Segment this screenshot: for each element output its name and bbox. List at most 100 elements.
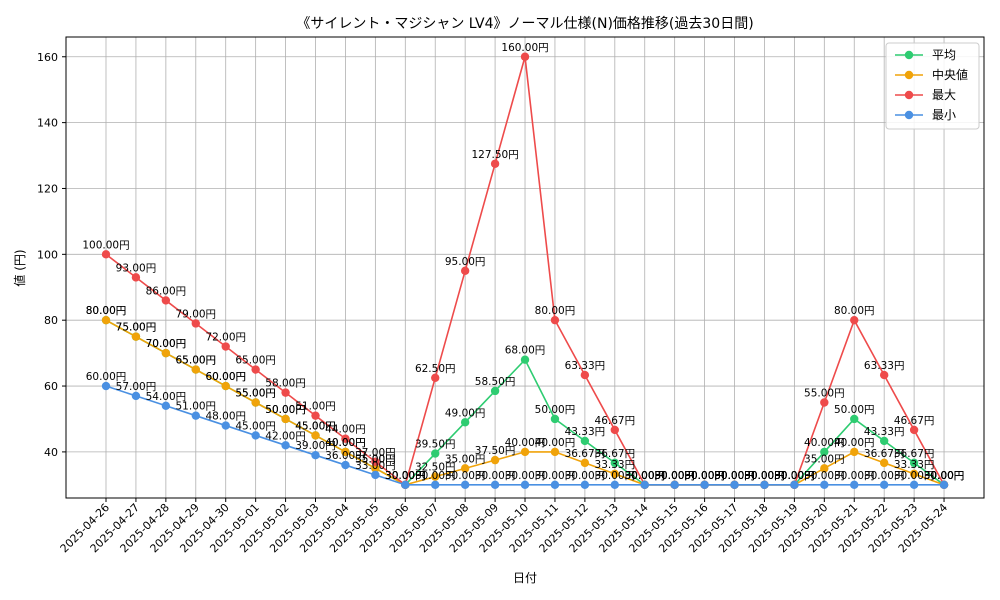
data-point xyxy=(909,480,919,490)
data-point xyxy=(131,332,141,341)
data-label: 36.00円 xyxy=(325,450,366,462)
data-point xyxy=(640,480,649,490)
data-label: 63.33円 xyxy=(565,360,606,372)
data-label: 60.00円 xyxy=(205,371,246,383)
data-label: 58.00円 xyxy=(265,378,306,390)
data-label: 127.50円 xyxy=(471,149,518,161)
y-tick-label: 120 xyxy=(37,182,58,195)
data-point xyxy=(879,480,889,490)
legend-box xyxy=(885,42,980,130)
data-point xyxy=(820,447,829,457)
data-label: 50.00円 xyxy=(265,404,306,416)
data-point xyxy=(161,348,171,358)
data-point xyxy=(101,381,111,391)
legend-marker xyxy=(904,70,914,80)
data-point xyxy=(610,425,620,435)
data-label: 30.00円 xyxy=(385,470,426,482)
data-point xyxy=(341,434,350,443)
data-point xyxy=(550,414,560,424)
data-label: 55.00円 xyxy=(235,388,276,400)
data-point xyxy=(341,447,350,457)
data-label: 30.00円 xyxy=(385,470,426,482)
data-label: 35.00円 xyxy=(445,453,486,465)
data-point xyxy=(879,458,889,468)
data-label: 72.00円 xyxy=(205,332,246,344)
data-label: 30.00円 xyxy=(654,470,695,482)
data-point xyxy=(790,480,799,490)
data-point xyxy=(161,296,171,305)
data-point xyxy=(700,480,709,490)
data-label: 65.00円 xyxy=(176,355,217,367)
data-label: 30.00円 xyxy=(714,470,755,482)
data-label: 45.00円 xyxy=(235,420,276,432)
data-point xyxy=(460,418,470,427)
data-point xyxy=(221,381,230,391)
data-label: 40.00円 xyxy=(535,437,576,449)
data-label: 36.67円 xyxy=(565,448,606,460)
data-point xyxy=(879,370,889,380)
chart-title: 《サイレント・マジシャン LV4》ノーマル仕様(N)価格推移(過去30日間) xyxy=(296,16,753,32)
data-point xyxy=(580,458,590,468)
data-point xyxy=(251,365,260,374)
data-label: 37.00円 xyxy=(355,447,396,459)
data-label: 30.00円 xyxy=(535,470,576,482)
data-point xyxy=(311,431,320,440)
data-label: 40.00円 xyxy=(325,437,366,449)
data-label: 55.00円 xyxy=(804,388,845,400)
data-point xyxy=(939,480,949,490)
data-label: 35.00円 xyxy=(804,453,845,465)
data-label: 36.67円 xyxy=(864,448,905,460)
data-label: 30.00円 xyxy=(684,470,725,482)
data-label: 30.00円 xyxy=(924,470,965,482)
data-label: 46.67円 xyxy=(595,415,636,427)
data-point xyxy=(191,411,200,420)
data-label: 30.00円 xyxy=(684,470,725,482)
data-label: 63.33円 xyxy=(864,360,905,372)
y-axis-label: 値 (円) xyxy=(12,249,27,286)
data-label: 35.00円 xyxy=(355,453,396,465)
data-label: 75.00円 xyxy=(116,322,157,334)
data-point xyxy=(251,431,260,440)
legend-marker xyxy=(904,90,914,100)
data-point xyxy=(550,315,560,325)
data-point xyxy=(850,480,859,490)
data-point xyxy=(371,464,380,473)
data-label: 30.00円 xyxy=(864,470,905,482)
data-point xyxy=(610,458,620,468)
data-point xyxy=(460,266,470,275)
y-tick-label: 100 xyxy=(37,248,58,261)
data-label: 33.33円 xyxy=(894,459,935,471)
data-label: 51.00円 xyxy=(295,401,336,413)
data-point xyxy=(281,414,290,424)
data-label: 30.00円 xyxy=(684,470,725,482)
data-label: 45.00円 xyxy=(295,420,336,432)
data-point xyxy=(281,441,290,450)
y-tick-label: 80 xyxy=(44,314,58,327)
data-point xyxy=(909,458,919,468)
data-label: 30.00円 xyxy=(774,470,815,482)
data-point xyxy=(341,460,350,470)
data-point xyxy=(161,401,171,410)
data-label: 51.00円 xyxy=(176,401,217,413)
data-point xyxy=(580,480,590,490)
data-label: 30.00円 xyxy=(654,470,695,482)
data-point xyxy=(311,411,320,420)
data-label: 45.00円 xyxy=(295,420,336,432)
data-point xyxy=(101,315,111,325)
data-point xyxy=(760,480,769,490)
data-label: 54.00円 xyxy=(146,391,187,403)
data-label: 36.67円 xyxy=(595,448,636,460)
data-label: 40.00円 xyxy=(804,437,845,449)
data-point xyxy=(221,421,230,430)
data-label: 44.00円 xyxy=(325,424,366,436)
data-label: 30.00円 xyxy=(744,470,785,482)
data-label: 30.00円 xyxy=(385,470,426,482)
legend-marker xyxy=(904,110,914,120)
data-point xyxy=(820,398,829,407)
data-label: 40.00円 xyxy=(325,437,366,449)
data-label: 36.67円 xyxy=(894,448,935,460)
data-point xyxy=(520,480,530,490)
data-label: 33.33円 xyxy=(595,459,636,471)
data-point xyxy=(490,386,500,396)
